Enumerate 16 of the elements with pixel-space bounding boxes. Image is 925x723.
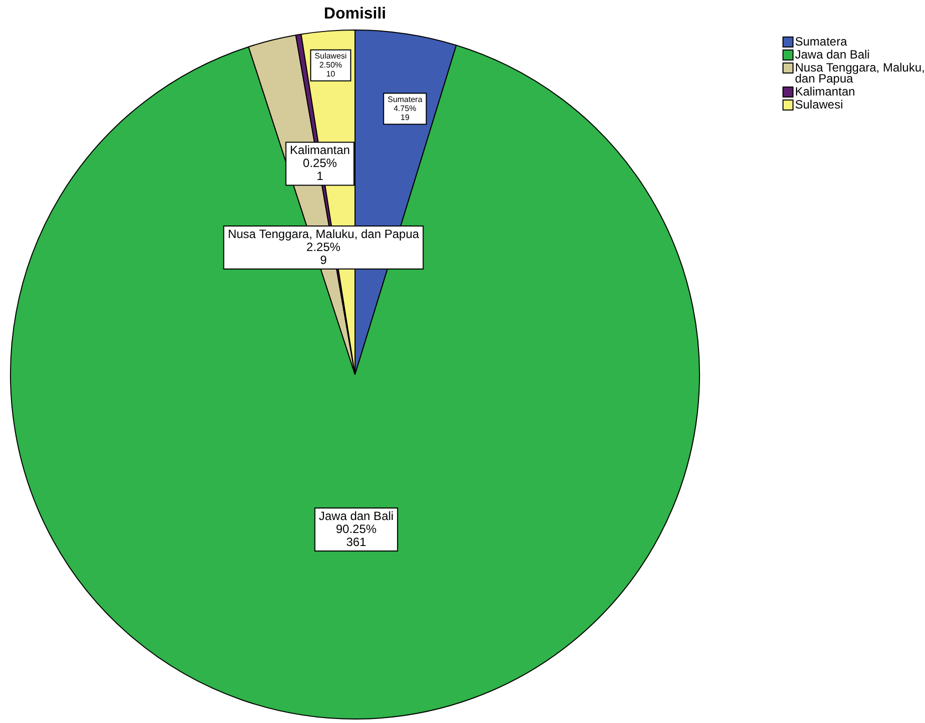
chart-title: Domisili — [324, 5, 386, 22]
slice-label: Kalimantan — [290, 143, 350, 158]
data-label: 2.50% 10 — [319, 60, 342, 79]
legend-label: Sumatera — [795, 34, 848, 48]
legend-label: Kalimantan — [795, 84, 856, 98]
slice-label: Sulawesi — [314, 52, 347, 61]
legend-label: Nusa Tenggara, Maluku, dan Papua — [795, 60, 925, 86]
legend-label: Jawa dan Bali — [795, 47, 870, 62]
data-label: 4.75% 19 — [394, 104, 416, 122]
data-label: 90.25% 361 — [336, 522, 377, 549]
data-label: 0.25% 1 — [302, 156, 338, 184]
slice-label: Nusa Tenggara, Maluku, dan Papua — [228, 226, 420, 241]
slice-label: Jawa dan Bali — [318, 508, 394, 523]
legend-label: Sulawesi — [795, 97, 844, 112]
data-label: 2.25% 9 — [306, 240, 341, 267]
slice-label: Sumatera — [388, 94, 423, 104]
